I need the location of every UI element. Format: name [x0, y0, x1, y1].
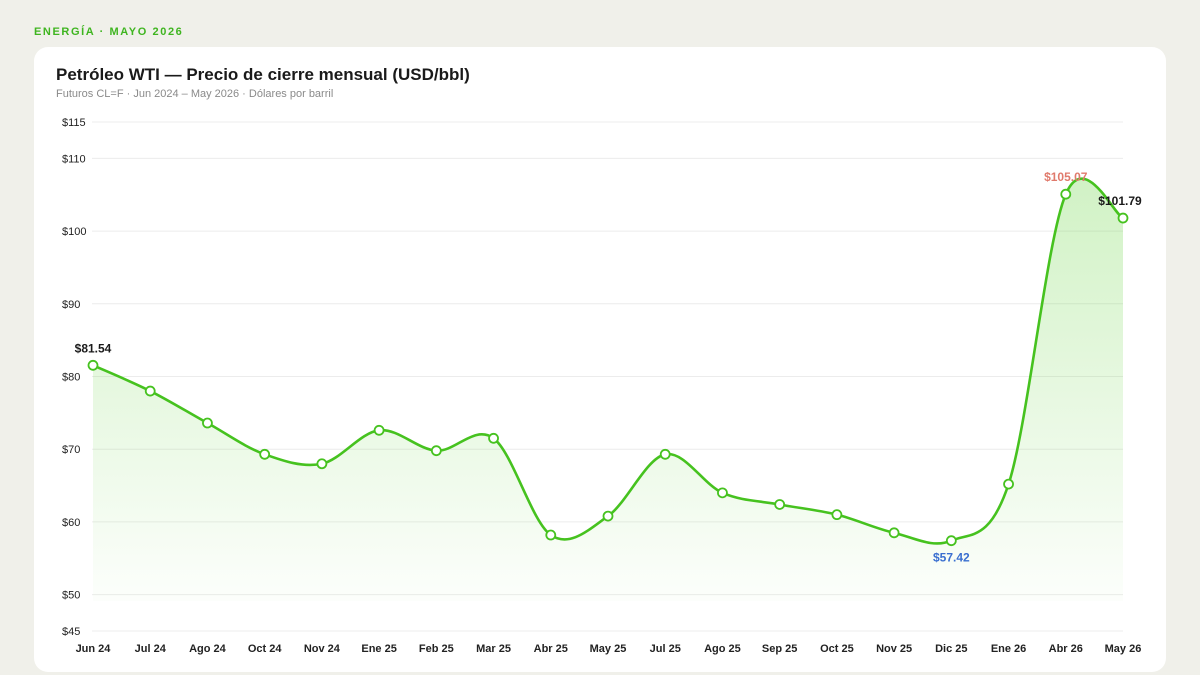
- chart-card: Petróleo WTI — Precio de cierre mensual …: [34, 47, 1166, 672]
- x-tick-label: Ene 25: [361, 643, 396, 655]
- section-eyebrow: ENERGÍA · MAYO 2026: [34, 26, 184, 38]
- data-point: [1117, 212, 1129, 224]
- data-point: [774, 499, 786, 510]
- line-chart: $45 $50 $60 $70 $80 $90 $100 $110 $115 Jun 24 Jul …: [62, 117, 1142, 655]
- y-tick-label: $80: [62, 372, 80, 384]
- x-tick-label: Mar 25: [476, 643, 511, 655]
- data-label: $105.07: [1044, 170, 1088, 184]
- y-tick-label: $100: [62, 226, 86, 238]
- data-point: [488, 432, 499, 444]
- y-tick-label: $90: [62, 299, 80, 311]
- x-tick-label: Ene 26: [991, 643, 1026, 655]
- y-tick-label: $115: [62, 117, 86, 129]
- data-label: $81.54: [75, 341, 112, 355]
- x-tick-label: Nov 25: [876, 643, 912, 655]
- x-tick-label: Oct 25: [820, 643, 854, 655]
- data-point: [659, 448, 671, 460]
- data-label: $57.42: [933, 551, 970, 565]
- x-tick-label: Oct 24: [248, 643, 283, 655]
- data-point: [545, 529, 557, 541]
- data-point: [87, 359, 99, 371]
- y-tick-label: $45: [62, 626, 80, 638]
- x-tick-label: Abr 25: [534, 643, 568, 655]
- x-tick-label: Jul 24: [135, 643, 167, 655]
- y-tick-label: $60: [62, 517, 80, 529]
- x-tick-label: May 26: [1105, 643, 1142, 655]
- data-point: [888, 527, 900, 539]
- data-point: [259, 448, 271, 460]
- data-point: [144, 385, 156, 397]
- y-tick-label: $70: [62, 444, 80, 456]
- data-point: [373, 424, 385, 436]
- x-tick-label: Jul 25: [650, 643, 681, 655]
- chart-title: Petróleo WTI — Precio de cierre mensual …: [56, 65, 470, 84]
- x-tick-label: Ago 25: [704, 643, 741, 655]
- x-tick-label: Sep 25: [762, 643, 797, 655]
- data-point: [1060, 188, 1072, 200]
- data-point: [430, 445, 442, 457]
- x-tick-label: Jun 24: [76, 643, 112, 655]
- x-tick-label: Nov 24: [304, 643, 341, 655]
- x-tick-label: May 25: [590, 643, 627, 655]
- data-point: [316, 458, 328, 470]
- data-point: [717, 487, 728, 499]
- data-label: $101.79: [1098, 194, 1142, 208]
- y-tick-label: $110: [62, 153, 86, 165]
- x-tick-label: Abr 26: [1049, 643, 1083, 655]
- x-tick-label: Ago 24: [189, 643, 227, 655]
- y-tick-label: $50: [62, 590, 80, 602]
- x-tick-label: Dic 25: [935, 643, 967, 655]
- data-point: [1003, 478, 1014, 490]
- data-point: [602, 510, 614, 522]
- series-area: [93, 178, 1123, 601]
- x-tick-label: Feb 25: [419, 643, 454, 655]
- chart-subtitle: Futuros CL=F · Jun 2024 – May 2026 · Dól…: [56, 88, 334, 100]
- data-point: [945, 535, 957, 547]
- data-point: [202, 417, 213, 429]
- data-point: [831, 509, 843, 521]
